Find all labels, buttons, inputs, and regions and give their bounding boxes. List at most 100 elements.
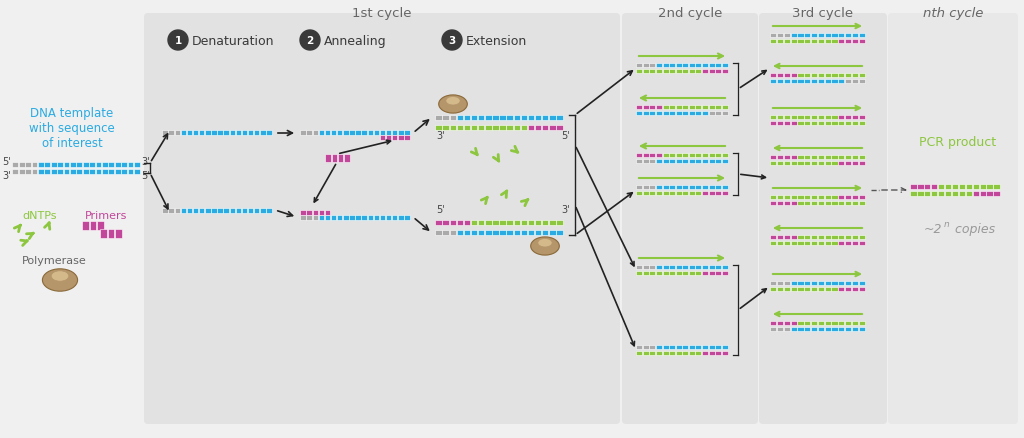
FancyBboxPatch shape bbox=[682, 153, 688, 157]
FancyBboxPatch shape bbox=[831, 74, 838, 78]
FancyBboxPatch shape bbox=[783, 34, 791, 38]
FancyBboxPatch shape bbox=[682, 185, 688, 189]
FancyBboxPatch shape bbox=[205, 209, 211, 213]
Ellipse shape bbox=[538, 239, 552, 247]
FancyBboxPatch shape bbox=[824, 196, 830, 199]
FancyBboxPatch shape bbox=[168, 209, 174, 213]
FancyBboxPatch shape bbox=[682, 272, 688, 276]
FancyBboxPatch shape bbox=[485, 116, 492, 120]
FancyBboxPatch shape bbox=[824, 34, 830, 38]
FancyBboxPatch shape bbox=[804, 288, 810, 291]
FancyBboxPatch shape bbox=[682, 345, 688, 349]
FancyBboxPatch shape bbox=[770, 116, 776, 120]
FancyBboxPatch shape bbox=[500, 221, 506, 225]
FancyBboxPatch shape bbox=[386, 136, 391, 141]
FancyBboxPatch shape bbox=[818, 321, 824, 325]
FancyBboxPatch shape bbox=[831, 122, 838, 125]
FancyBboxPatch shape bbox=[709, 112, 715, 116]
Circle shape bbox=[442, 31, 462, 51]
FancyBboxPatch shape bbox=[77, 163, 82, 167]
Text: 1: 1 bbox=[174, 36, 181, 46]
FancyBboxPatch shape bbox=[910, 185, 916, 189]
FancyBboxPatch shape bbox=[457, 231, 463, 235]
FancyBboxPatch shape bbox=[115, 163, 121, 167]
FancyBboxPatch shape bbox=[770, 288, 776, 291]
FancyBboxPatch shape bbox=[858, 288, 864, 291]
FancyBboxPatch shape bbox=[831, 162, 838, 165]
FancyBboxPatch shape bbox=[471, 116, 477, 120]
FancyBboxPatch shape bbox=[535, 231, 542, 235]
FancyBboxPatch shape bbox=[676, 265, 682, 269]
FancyBboxPatch shape bbox=[791, 122, 797, 125]
FancyBboxPatch shape bbox=[770, 321, 776, 325]
FancyBboxPatch shape bbox=[722, 70, 728, 74]
FancyBboxPatch shape bbox=[695, 185, 701, 189]
FancyBboxPatch shape bbox=[811, 116, 817, 120]
FancyBboxPatch shape bbox=[643, 70, 649, 74]
FancyBboxPatch shape bbox=[702, 153, 708, 157]
FancyBboxPatch shape bbox=[839, 328, 845, 331]
FancyBboxPatch shape bbox=[695, 160, 701, 164]
FancyBboxPatch shape bbox=[722, 106, 728, 110]
FancyBboxPatch shape bbox=[649, 272, 655, 276]
FancyBboxPatch shape bbox=[649, 345, 655, 349]
FancyBboxPatch shape bbox=[858, 40, 864, 44]
FancyBboxPatch shape bbox=[824, 40, 830, 44]
FancyBboxPatch shape bbox=[804, 156, 810, 159]
FancyBboxPatch shape bbox=[845, 202, 851, 205]
FancyBboxPatch shape bbox=[663, 265, 669, 269]
FancyBboxPatch shape bbox=[663, 185, 669, 189]
Text: 3: 3 bbox=[449, 36, 456, 46]
Text: 3': 3' bbox=[561, 205, 569, 215]
FancyBboxPatch shape bbox=[980, 192, 986, 196]
Text: Annealing: Annealing bbox=[324, 35, 387, 47]
FancyBboxPatch shape bbox=[845, 156, 851, 159]
FancyBboxPatch shape bbox=[663, 160, 669, 164]
FancyBboxPatch shape bbox=[229, 209, 236, 213]
FancyBboxPatch shape bbox=[217, 209, 223, 213]
FancyBboxPatch shape bbox=[507, 126, 513, 131]
FancyBboxPatch shape bbox=[162, 131, 168, 135]
FancyBboxPatch shape bbox=[500, 231, 506, 235]
FancyBboxPatch shape bbox=[636, 106, 642, 110]
FancyBboxPatch shape bbox=[715, 265, 721, 269]
FancyBboxPatch shape bbox=[306, 131, 312, 135]
FancyBboxPatch shape bbox=[798, 288, 804, 291]
FancyBboxPatch shape bbox=[26, 170, 31, 174]
FancyBboxPatch shape bbox=[223, 131, 229, 135]
FancyBboxPatch shape bbox=[549, 116, 556, 120]
FancyBboxPatch shape bbox=[791, 74, 797, 78]
FancyBboxPatch shape bbox=[770, 202, 776, 205]
FancyBboxPatch shape bbox=[669, 352, 675, 355]
FancyBboxPatch shape bbox=[44, 170, 50, 174]
FancyBboxPatch shape bbox=[709, 160, 715, 164]
FancyBboxPatch shape bbox=[513, 116, 520, 120]
FancyBboxPatch shape bbox=[689, 70, 695, 74]
FancyBboxPatch shape bbox=[715, 185, 721, 189]
FancyBboxPatch shape bbox=[966, 185, 972, 189]
FancyBboxPatch shape bbox=[682, 112, 688, 116]
FancyBboxPatch shape bbox=[97, 222, 103, 230]
FancyBboxPatch shape bbox=[695, 64, 701, 67]
FancyBboxPatch shape bbox=[924, 192, 931, 196]
FancyBboxPatch shape bbox=[852, 34, 858, 38]
FancyBboxPatch shape bbox=[839, 122, 845, 125]
FancyBboxPatch shape bbox=[649, 64, 655, 67]
FancyBboxPatch shape bbox=[770, 80, 776, 84]
FancyBboxPatch shape bbox=[392, 131, 397, 135]
FancyBboxPatch shape bbox=[831, 328, 838, 331]
FancyBboxPatch shape bbox=[398, 131, 403, 135]
FancyBboxPatch shape bbox=[852, 40, 858, 44]
FancyBboxPatch shape bbox=[831, 34, 838, 38]
FancyBboxPatch shape bbox=[777, 236, 783, 239]
FancyBboxPatch shape bbox=[312, 211, 318, 215]
FancyBboxPatch shape bbox=[839, 116, 845, 120]
FancyBboxPatch shape bbox=[368, 216, 373, 220]
FancyBboxPatch shape bbox=[676, 153, 682, 157]
FancyBboxPatch shape bbox=[643, 192, 649, 196]
FancyBboxPatch shape bbox=[783, 288, 791, 291]
FancyBboxPatch shape bbox=[993, 185, 999, 189]
FancyBboxPatch shape bbox=[493, 231, 499, 235]
FancyBboxPatch shape bbox=[852, 162, 858, 165]
FancyBboxPatch shape bbox=[824, 282, 830, 285]
